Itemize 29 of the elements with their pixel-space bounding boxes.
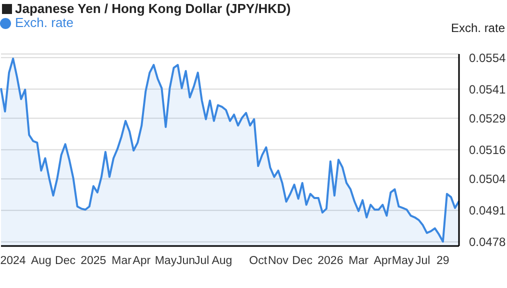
- x-tick-label: May: [154, 255, 177, 268]
- x-tick-label: 2026: [318, 255, 344, 268]
- x-tick-label: Mar: [112, 255, 132, 268]
- y-tick-label: 0.0491: [469, 204, 506, 218]
- y-tick-label: 0.0516: [469, 143, 506, 158]
- x-tick-label: Jul: [194, 255, 210, 268]
- x-tick-label: Apr: [132, 255, 151, 268]
- y-axis-title: Exch. rate: [450, 21, 505, 35]
- x-tick-label: Aug: [212, 255, 232, 268]
- x-tick-label: 2025: [80, 255, 106, 268]
- x-tick-label: 2024: [0, 255, 26, 268]
- x-tick-label: Mar: [348, 255, 369, 268]
- x-tick-label: Nov: [268, 255, 289, 268]
- chart-title: Japanese Yen / Hong Kong Dollar (JPY/HKD): [15, 1, 291, 16]
- x-tick-label: Oct: [249, 255, 268, 268]
- x-tick-label: Jun: [176, 255, 196, 268]
- y-tick-label: 0.0478: [469, 235, 506, 250]
- x-tick-label: Jul: [415, 255, 430, 268]
- x-tick-label: Aug: [30, 255, 52, 268]
- y-tick-label: 0.0554: [469, 50, 506, 65]
- legend-label: Exch. rate: [15, 15, 74, 30]
- y-tick-label: 0.0541: [469, 82, 506, 96]
- x-tick-label: Dec: [292, 255, 313, 268]
- x-tick-label: 29: [436, 255, 450, 268]
- y-tick-label: 0.0529: [469, 112, 506, 126]
- x-tick-label: Apr: [374, 255, 392, 268]
- x-tick-label: Dec: [55, 255, 76, 268]
- y-tick-label: 0.0504: [469, 172, 506, 186]
- x-tick-label: May: [392, 255, 414, 268]
